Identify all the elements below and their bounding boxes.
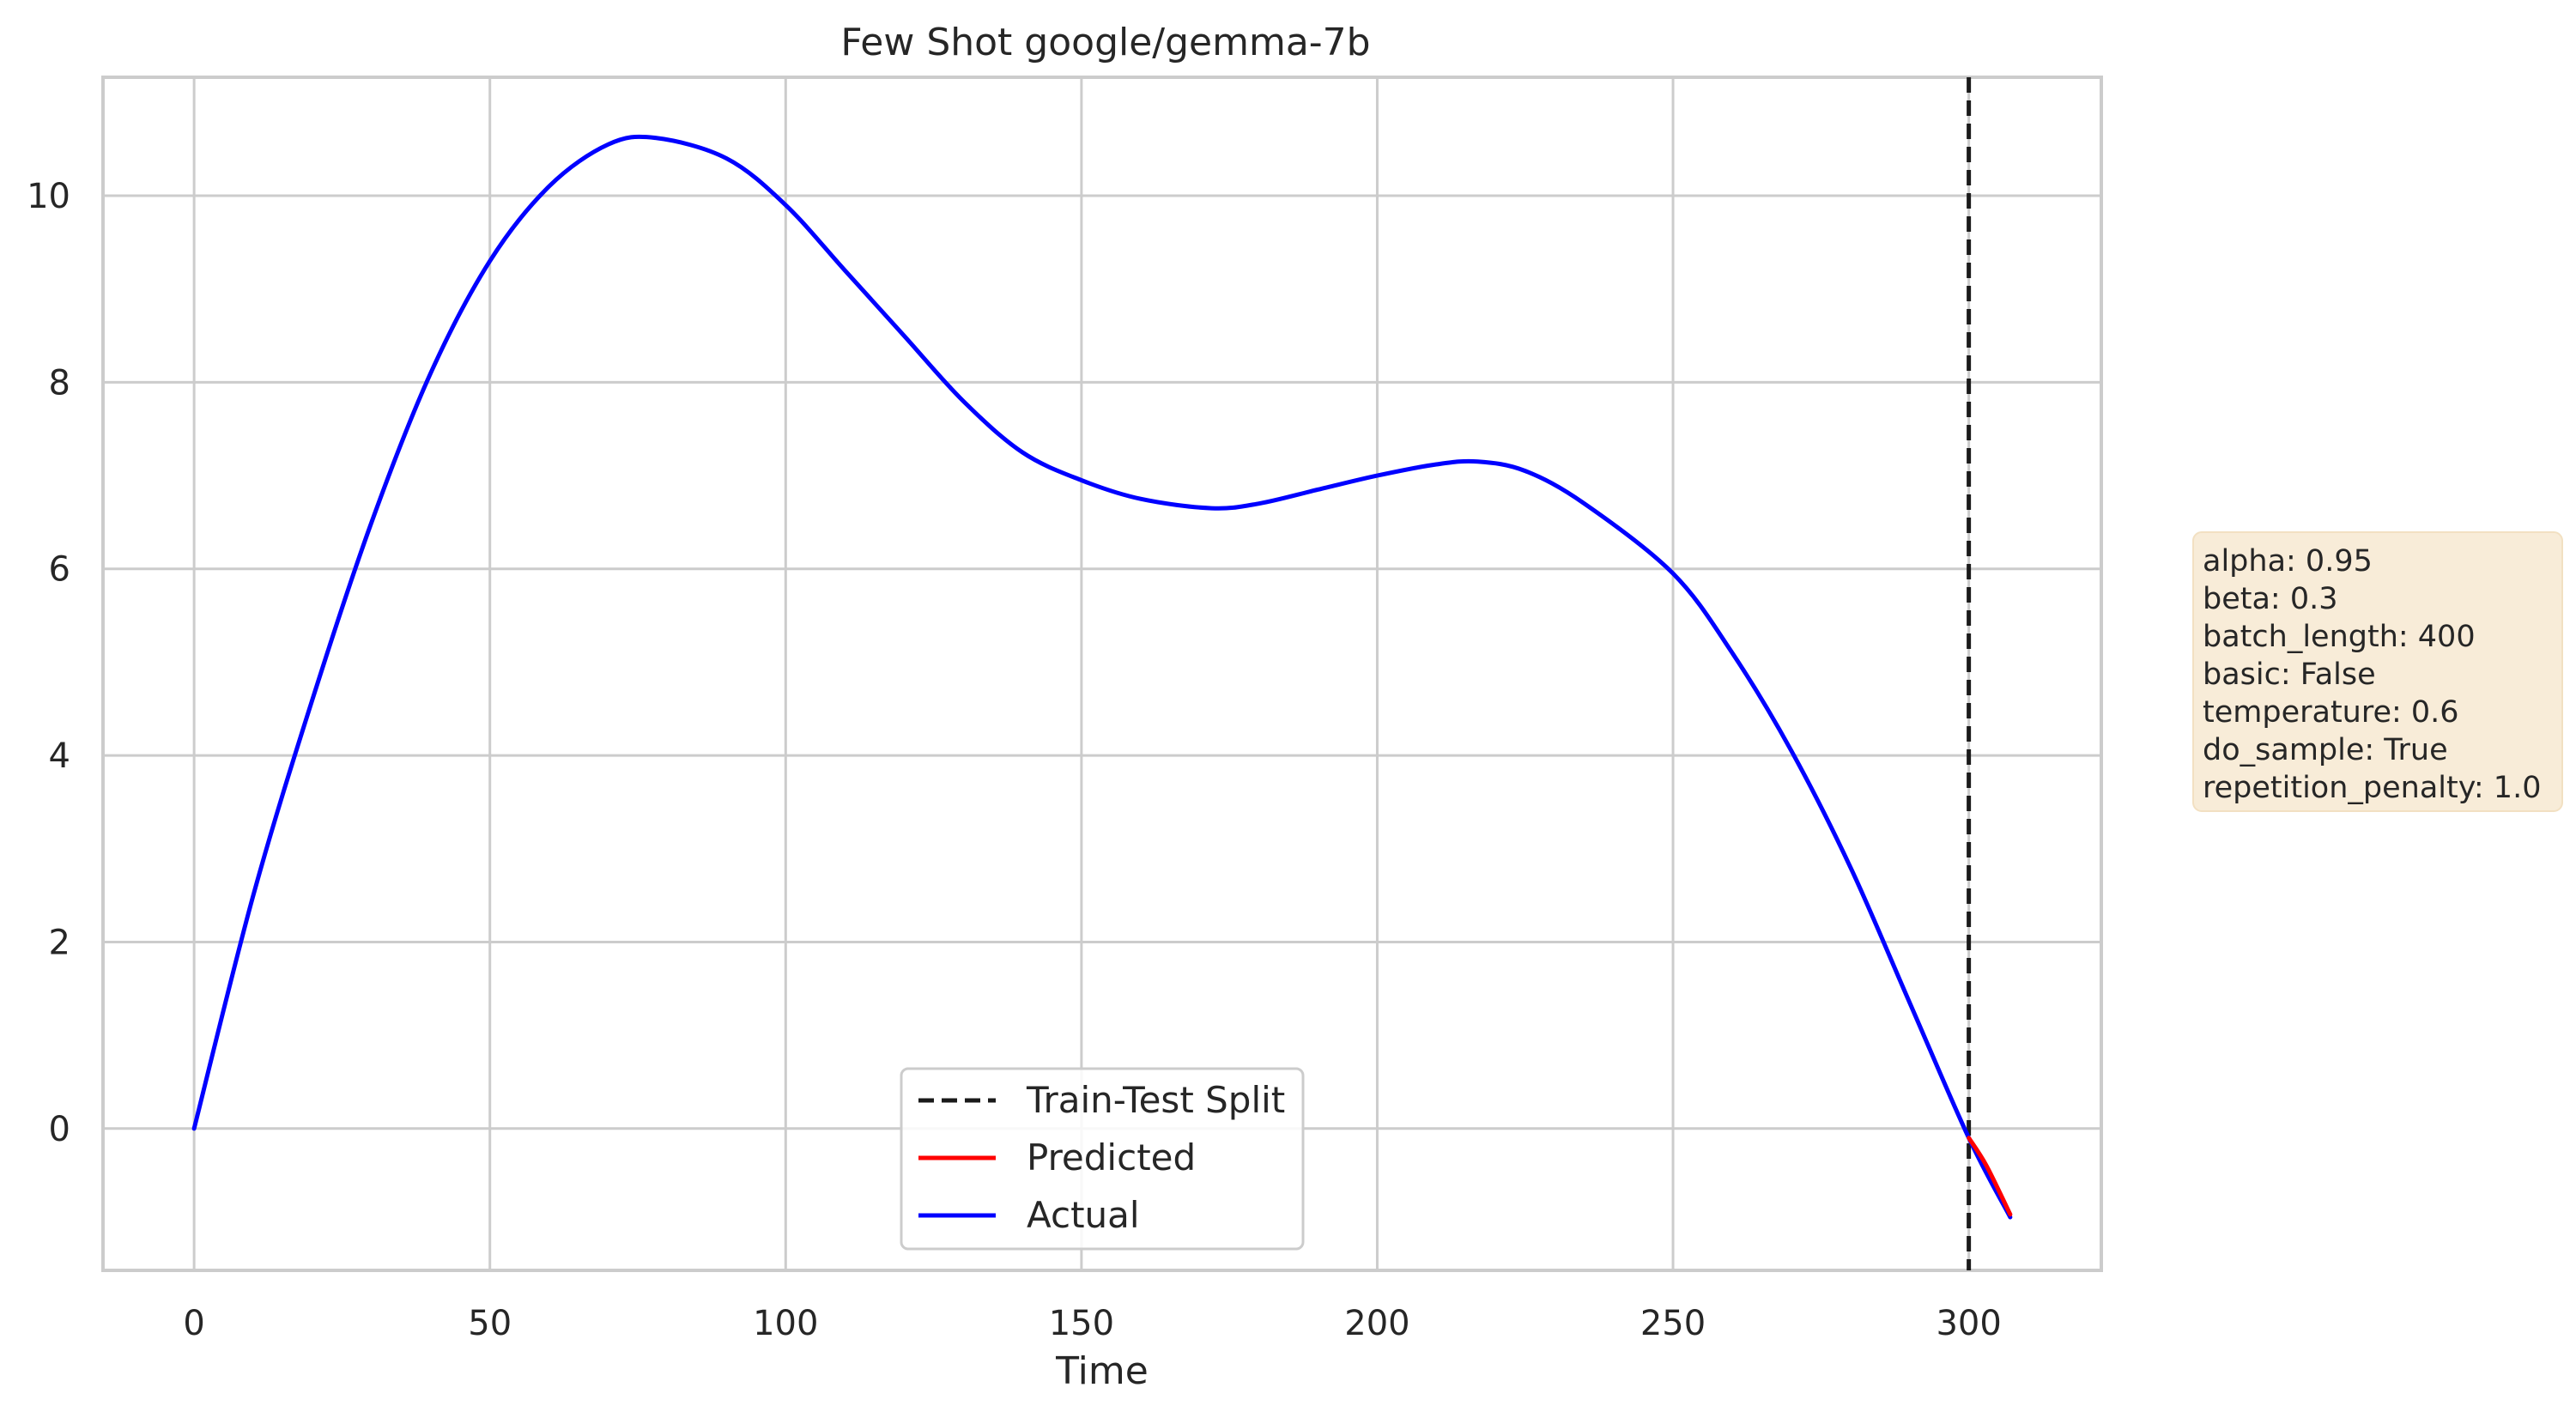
legend-box — [900, 1067, 1305, 1251]
x-axis-label: Time — [1055, 1349, 1149, 1393]
series-line-actual — [191, 134, 2013, 1220]
y-axis-ticks: 0 2 4 6 8 10 — [27, 177, 70, 1149]
y-tick-label: 0 — [49, 1110, 70, 1149]
y-tick-label: 10 — [27, 177, 70, 216]
info-box-background — [2192, 531, 2563, 812]
series-line-predicted — [1967, 1136, 2013, 1217]
info-line-do-sample: do_sample: True — [2203, 733, 2448, 767]
x-tick-label: 0 — [183, 1304, 204, 1343]
x-tick-label: 250 — [1640, 1304, 1706, 1343]
chart-title: Few Shot google/gemma-7b — [840, 21, 1370, 64]
info-line-temperature: temperature: 0.6 — [2203, 695, 2459, 730]
parameter-info-box: alpha: 0.95 beta: 0.3 batch_length: 400 … — [2192, 531, 2563, 812]
x-tick-label: 300 — [1936, 1304, 2001, 1343]
x-tick-label: 100 — [753, 1304, 818, 1343]
legend-label-split: Train-Test Split — [1026, 1079, 1285, 1121]
info-line-beta: beta: 0.3 — [2203, 582, 2338, 616]
y-tick-label: 6 — [49, 550, 70, 590]
grid-lines — [103, 77, 2101, 1270]
info-line-repetition-penalty: repetition_penalty: 1.0 — [2203, 771, 2541, 805]
x-axis-ticks: 0 50 100 150 200 250 300 — [183, 1304, 2001, 1343]
series-lines — [191, 134, 2013, 1220]
info-line-alpha: alpha: 0.95 — [2203, 544, 2373, 579]
info-line-batch-length: batch_length: 400 — [2203, 620, 2476, 654]
x-tick-label: 50 — [468, 1304, 512, 1343]
x-tick-label: 150 — [1049, 1304, 1114, 1343]
y-tick-label: 8 — [49, 363, 70, 403]
x-tick-label: 200 — [1344, 1304, 1409, 1343]
legend: Train-Test Split Predicted Actual — [900, 1067, 1305, 1251]
info-line-basic: basic: False — [2203, 657, 2376, 692]
plot-frame — [101, 76, 2103, 1272]
y-tick-label: 4 — [49, 736, 70, 776]
y-tick-label: 2 — [49, 923, 70, 962]
legend-label-actual: Actual — [1027, 1194, 1140, 1236]
legend-label-predicted: Predicted — [1027, 1136, 1196, 1179]
